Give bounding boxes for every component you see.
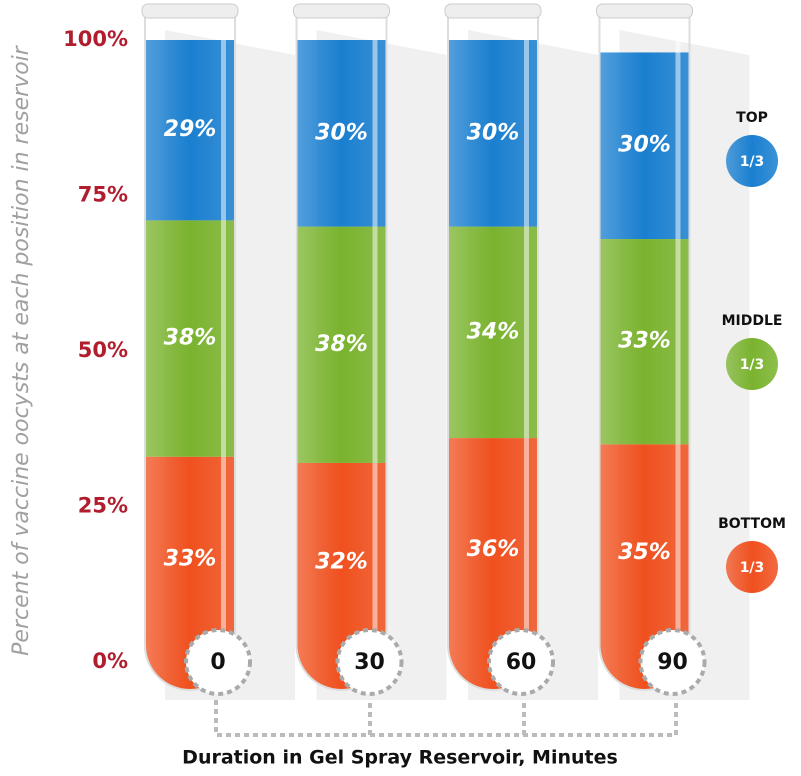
bar-segment xyxy=(599,239,690,445)
bar-segment xyxy=(599,52,690,240)
category-circle xyxy=(638,628,707,696)
y-tick-label: 75% xyxy=(78,183,128,207)
x-tick-label: 30 xyxy=(354,650,385,675)
glass-highlight xyxy=(372,20,378,640)
bar-segment xyxy=(145,220,235,457)
value-label: 38% xyxy=(315,332,368,357)
category-circle xyxy=(184,628,252,696)
glass-highlight xyxy=(524,20,529,640)
bar-segment xyxy=(296,40,387,227)
tube-rim xyxy=(293,3,390,19)
bar-segment xyxy=(145,40,235,221)
y-tick-label: 0% xyxy=(92,649,128,673)
legend-label: BOTTOM xyxy=(718,516,786,532)
legend-marker-label: 1/3 xyxy=(740,357,765,373)
tube xyxy=(599,20,690,690)
glass-highlight xyxy=(221,20,226,640)
category-circle xyxy=(335,628,404,696)
value-label: 32% xyxy=(315,549,368,574)
value-label: 30% xyxy=(467,120,520,145)
value-label: 38% xyxy=(164,326,217,351)
value-label: 30% xyxy=(315,120,368,145)
glass-highlight xyxy=(675,20,681,640)
value-label: 33% xyxy=(164,546,217,571)
x-axis-label: Duration in Gel Spray Reservoir, Minutes xyxy=(182,747,618,769)
y-axis-label: Percent of vaccine oocysts at each posit… xyxy=(9,44,34,656)
tube xyxy=(296,20,387,690)
value-label: 33% xyxy=(618,329,671,354)
x-tick-label: 60 xyxy=(506,650,537,675)
category-circle xyxy=(487,628,555,696)
value-label: 35% xyxy=(618,540,671,565)
tube-rim xyxy=(596,3,693,19)
legend-marker-label: 1/3 xyxy=(740,560,765,576)
legend-marker xyxy=(726,338,778,390)
legend-marker xyxy=(726,541,778,593)
x-tick-label: 90 xyxy=(657,650,688,675)
bar-segment xyxy=(448,40,538,227)
connector xyxy=(214,700,678,737)
legend-marker-label: 1/3 xyxy=(740,154,765,170)
legend-label: TOP xyxy=(736,110,768,126)
bar-segment xyxy=(448,226,538,439)
y-tick-label: 25% xyxy=(78,494,128,518)
value-label: 34% xyxy=(467,319,520,344)
bar-segment xyxy=(296,226,387,463)
legend-marker xyxy=(726,135,778,187)
value-label: 36% xyxy=(467,537,520,562)
y-tick-label: 50% xyxy=(78,338,128,362)
y-tick-label: 100% xyxy=(63,27,128,51)
value-label: 29% xyxy=(164,117,217,142)
tube-rim xyxy=(444,3,542,19)
x-tick-label: 0 xyxy=(210,650,225,675)
value-label: 30% xyxy=(618,133,671,158)
tube-rim xyxy=(141,3,239,19)
legend-label: MIDDLE xyxy=(722,313,783,329)
